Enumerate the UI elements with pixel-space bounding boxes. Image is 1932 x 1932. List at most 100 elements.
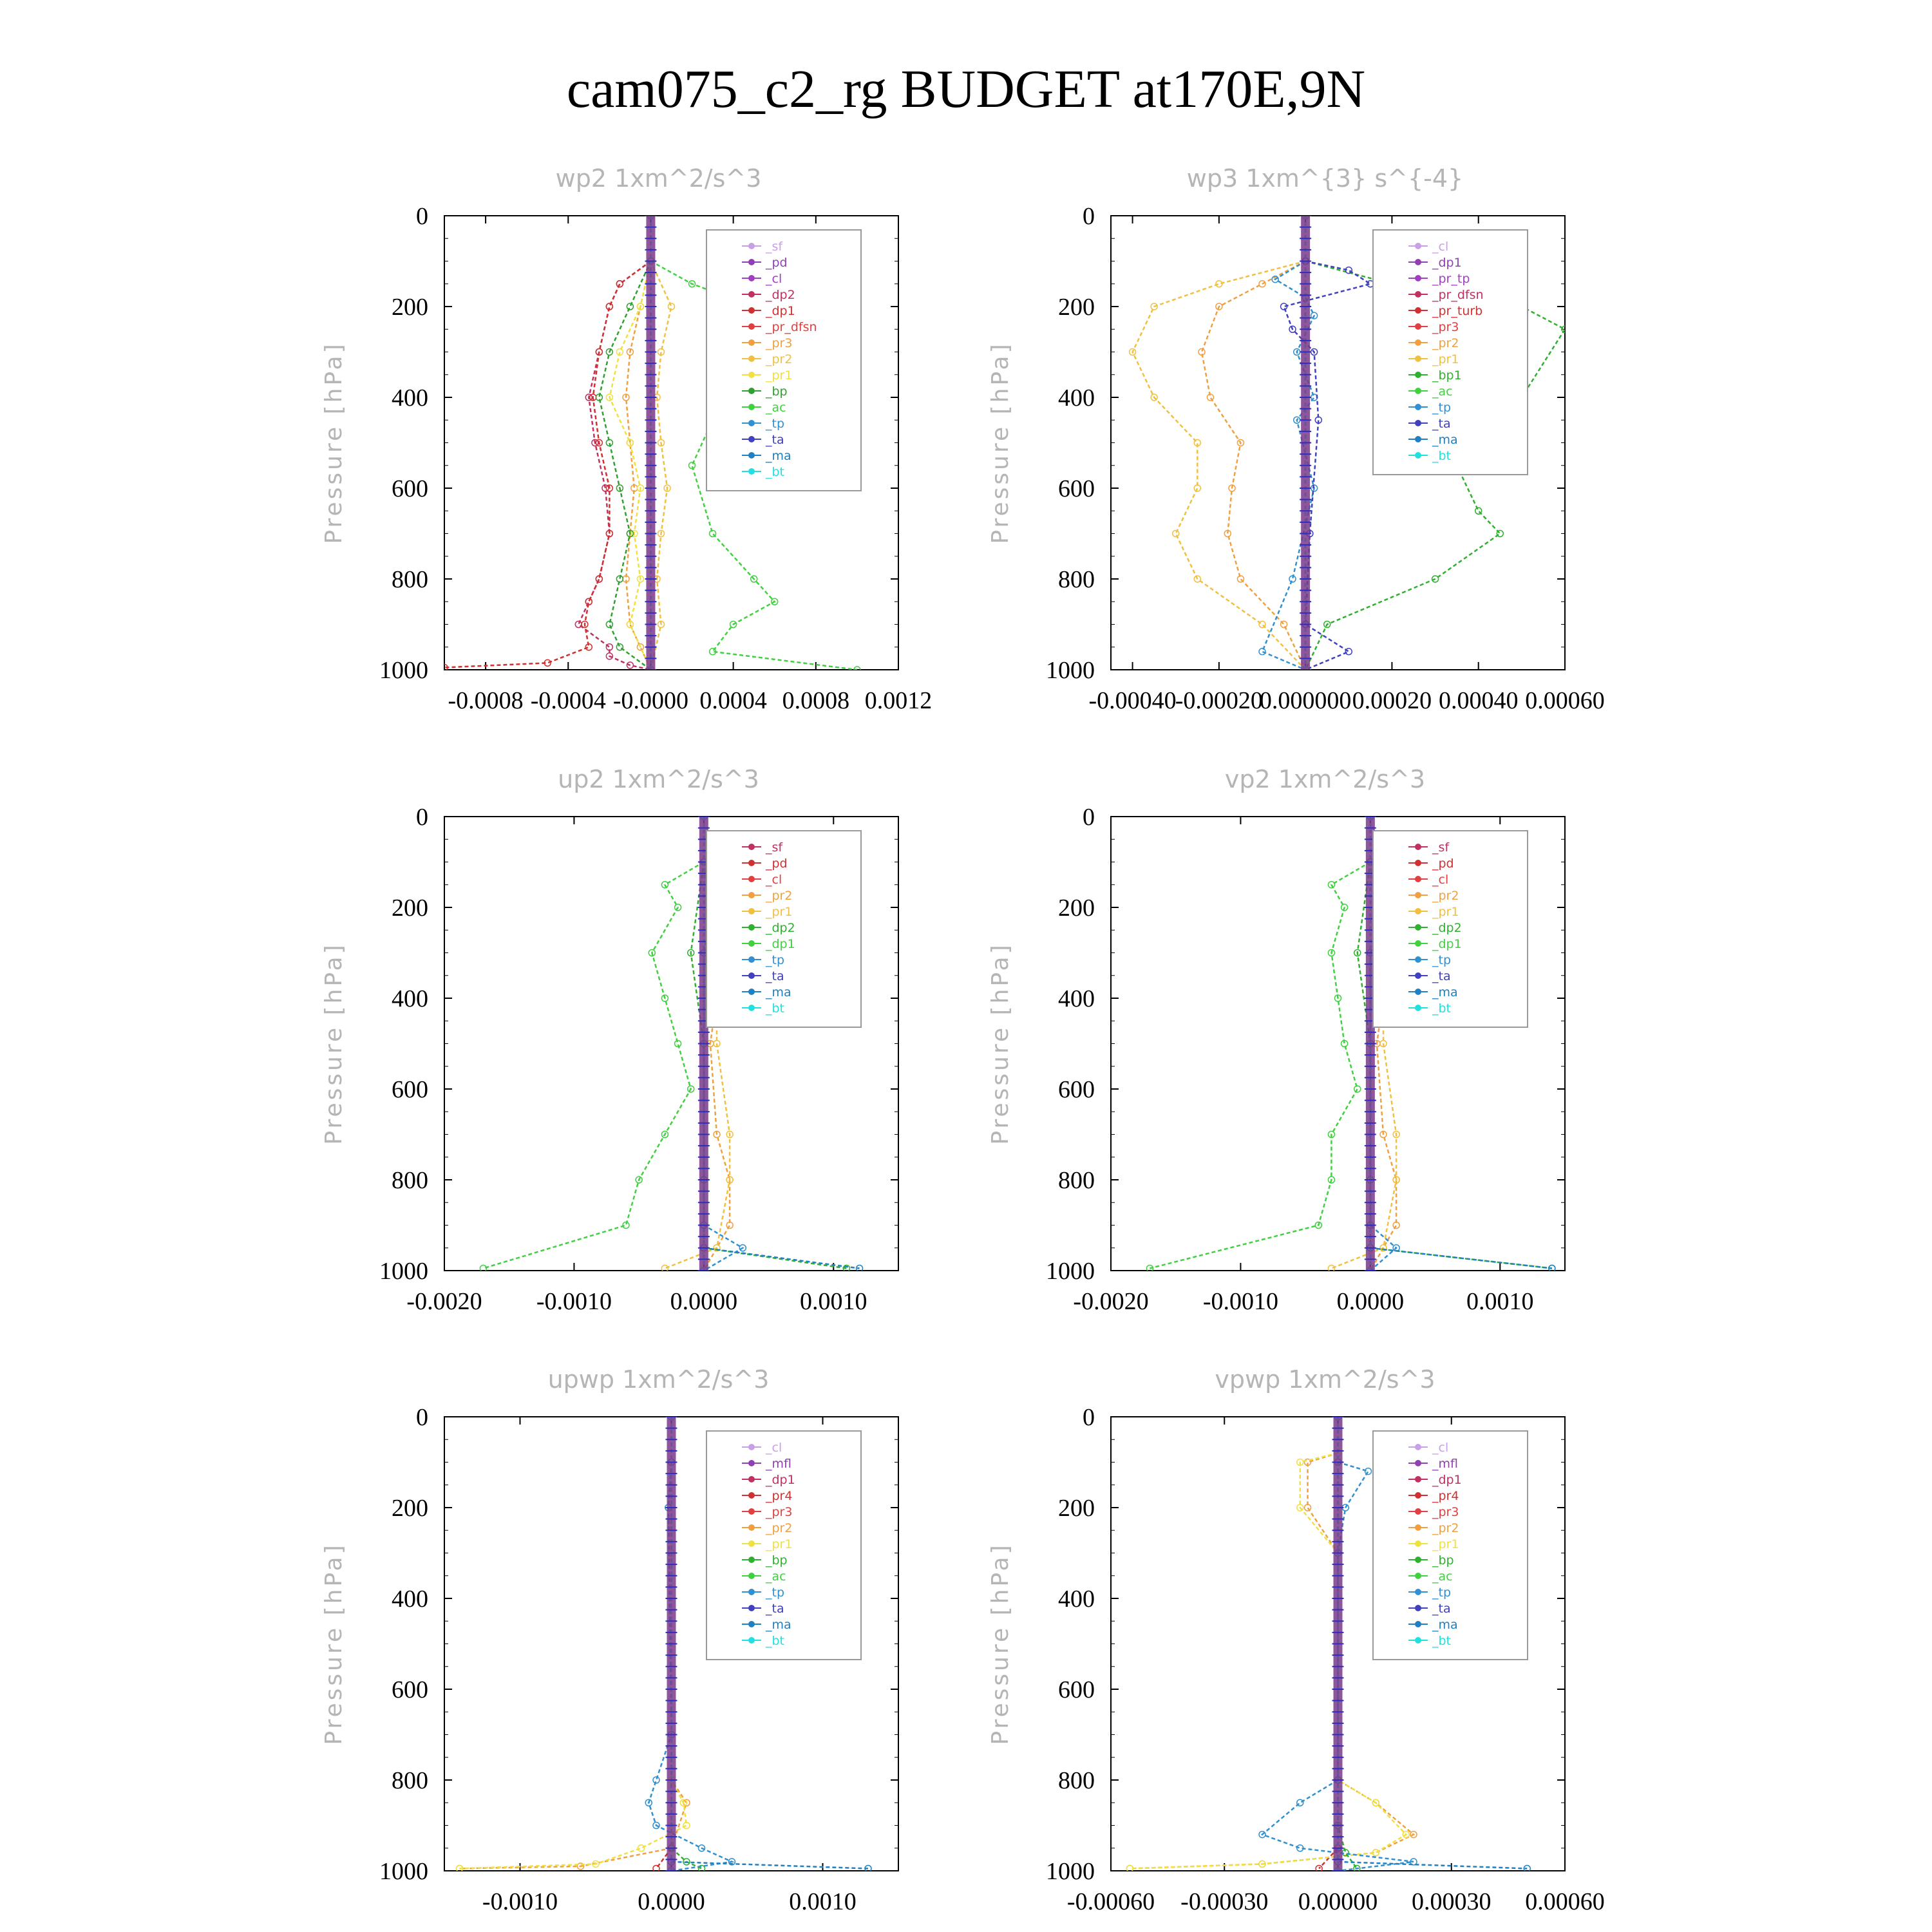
data-point: [1128, 348, 1137, 356]
legend-label: _pr_turb: [1432, 304, 1482, 318]
data-point: [1150, 393, 1158, 401]
data-point: [1327, 881, 1336, 889]
legend-marker: [748, 1589, 755, 1595]
legend-label: _pr2: [1432, 1521, 1459, 1535]
y-tick-label: 800: [1058, 566, 1095, 593]
data-point: [1146, 1264, 1154, 1271]
legend-label: _dp2: [765, 921, 795, 935]
series-line-ma: [671, 1861, 869, 1870]
data-point: [697, 1844, 706, 1852]
legend-marker: [1415, 1005, 1421, 1011]
legend-marker: [1415, 892, 1421, 898]
data-point: [581, 620, 589, 629]
data-point: [637, 1844, 645, 1852]
panel-3: up2 1xm^2/s^3 Pressure [hPa] 0 200 400 600 800…: [321, 765, 899, 1315]
data-point: [1289, 325, 1296, 333]
data-point: [1372, 1849, 1379, 1857]
y-tick-label: 0: [416, 203, 428, 230]
data-point: [626, 529, 634, 538]
legend-marker: [1415, 844, 1421, 850]
data-point: [595, 439, 603, 447]
data-point: [1303, 1504, 1312, 1511]
legend-label: _ta: [1432, 417, 1451, 431]
data-point: [616, 643, 624, 651]
legend-label: _cl: [1432, 240, 1448, 254]
data-point: [688, 462, 696, 469]
data-point: [636, 643, 645, 651]
legend-label: _pr4: [765, 1489, 792, 1503]
x-tick-label: -0.00020: [1175, 687, 1263, 714]
legend: _sf _pd _cl _dp2 _dp1 _pr_dfsn _pr3 _pr2 _pr1_bp…: [706, 229, 862, 491]
data-point: [574, 620, 583, 629]
series-line-pr1: [609, 261, 652, 670]
data-point: [657, 620, 665, 629]
data-point: [1193, 484, 1202, 492]
data-point: [595, 393, 603, 401]
data-point: [713, 1039, 721, 1048]
y-tick-label: 800: [392, 1767, 428, 1794]
data-point: [591, 439, 599, 447]
legend-label: _bt: [1432, 449, 1451, 463]
series-line-ta: [1282, 260, 1373, 670]
x-tick-label: 0.00060: [1525, 687, 1605, 714]
data-point: [1258, 1860, 1266, 1868]
legend-label: _pr2: [1432, 889, 1459, 903]
x-tick-label: -0.0010: [536, 1288, 612, 1315]
legend-label: _ta: [1432, 969, 1451, 983]
data-point: [713, 1244, 721, 1252]
legend-marker: [748, 1524, 755, 1531]
data-point: [661, 1264, 669, 1271]
y-tick-label: 600: [1058, 1076, 1095, 1103]
series-line-pr2: [1200, 260, 1307, 670]
data-point: [1280, 303, 1288, 310]
y-tick-label: 600: [392, 475, 428, 502]
x-tick-label: 0.0008: [782, 687, 850, 714]
legend-marker: [748, 339, 755, 346]
data-point: [1296, 1504, 1304, 1511]
legend-label: _pr3: [765, 1505, 792, 1519]
data-point: [1379, 1130, 1387, 1139]
legend-label: _ta: [765, 1602, 784, 1616]
data-point: [1340, 904, 1349, 911]
data-point: [1206, 393, 1215, 401]
legend-marker: [1415, 436, 1421, 442]
series-line-pr2: [459, 1462, 688, 1870]
legend-label: _cl: [765, 1441, 782, 1455]
data-point: [1402, 1830, 1410, 1839]
data-point: [679, 1799, 688, 1806]
series-group: [1126, 1417, 1531, 1871]
legend-marker: [748, 452, 755, 459]
data-point: [595, 348, 603, 356]
data-point: [626, 348, 634, 356]
x-tick-label: -0.0004: [531, 687, 606, 714]
data-point: [1523, 1864, 1531, 1871]
legend-marker: [748, 1573, 755, 1579]
data-point: [622, 393, 630, 401]
legend-marker: [1415, 1589, 1421, 1595]
y-axis-label: Pressure [hPa]: [321, 341, 347, 544]
data-point: [1303, 1458, 1312, 1466]
legend-marker: [748, 1444, 755, 1450]
legend-marker: [748, 956, 755, 963]
legend-marker: [748, 892, 755, 898]
series-line-dp1: [444, 260, 652, 668]
data-point: [1410, 1830, 1417, 1839]
series-line-tp: [1261, 260, 1316, 670]
panel-6: vpwp 1xm^2/s^3 Pressure [hPa] 0 200 400 600 80…: [987, 1365, 1605, 1915]
legend-marker: [748, 1508, 755, 1515]
legend-label: _bp: [1432, 1553, 1454, 1567]
series-line-tp: [647, 1462, 735, 1871]
data-point: [1150, 303, 1158, 310]
legend-marker: [1415, 339, 1421, 346]
y-tick-label: 0: [416, 1404, 428, 1431]
legend-marker: [748, 924, 755, 931]
data-point: [1258, 280, 1266, 288]
legend-label: _pr1: [1432, 905, 1459, 919]
legend-marker: [1415, 372, 1421, 378]
series-line-pr1: [1130, 1452, 1408, 1870]
data-point: [739, 1244, 747, 1252]
data-point: [626, 661, 634, 669]
series-line-ma: [1370, 1247, 1553, 1269]
series-line-pr2: [1130, 1452, 1416, 1870]
legend-label: _bt: [1432, 1001, 1451, 1016]
